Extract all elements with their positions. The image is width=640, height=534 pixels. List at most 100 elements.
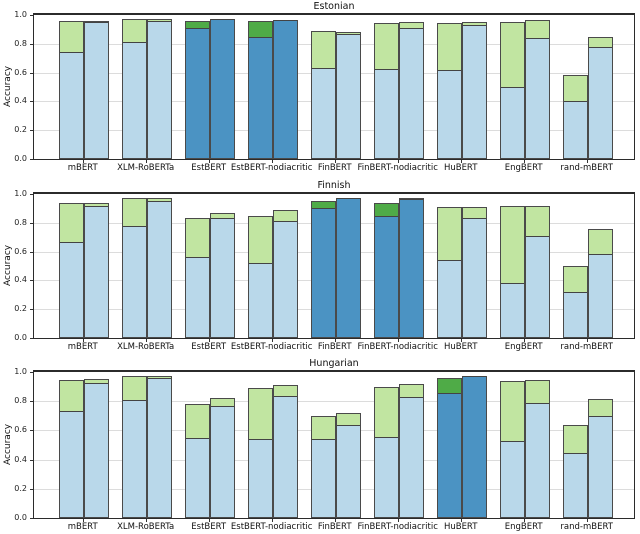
- bar-base-segment: [525, 236, 549, 337]
- stacked-bar: [335, 413, 361, 518]
- plot-area-estonian: [33, 13, 635, 160]
- bar-base-segment: [399, 199, 423, 337]
- bar-base-segment: [122, 226, 146, 337]
- y-tick-mark: [30, 280, 33, 282]
- y-tick-label: 1.0: [14, 367, 27, 376]
- bar-base-segment: [147, 21, 171, 158]
- stacked-bar-highlighted: [398, 198, 424, 338]
- stacked-bar-highlighted: [272, 20, 298, 159]
- stacked-bar: [209, 213, 235, 338]
- bar-base-segment: [500, 441, 524, 517]
- bar-base-segment: [147, 378, 171, 517]
- x-tick-mark: [334, 339, 336, 342]
- y-tick-mark: [30, 43, 33, 45]
- stacked-bar: [247, 216, 273, 338]
- bar-base-segment: [563, 101, 587, 158]
- stacked-bar: [398, 384, 424, 518]
- bar-base-segment: [210, 406, 234, 517]
- bar-base-segment: [500, 87, 524, 158]
- x-tick-mark: [523, 519, 525, 522]
- x-tick-label-estbert: EstBERT: [191, 522, 227, 532]
- y-tick-label: 0.2: [14, 483, 27, 493]
- x-tick-label-finbert-nodiacritic: FinBERT-nodiacritic: [357, 163, 438, 173]
- stacked-bar: [184, 404, 210, 518]
- y-tick-mark: [30, 372, 33, 373]
- bar-base-segment: [588, 416, 612, 517]
- bar-base-segment: [59, 411, 83, 517]
- stacked-bar: [524, 206, 550, 338]
- y-tick-label: 0.8: [14, 217, 27, 227]
- stacked-bar: [146, 376, 172, 518]
- stacked-bar: [335, 32, 361, 159]
- stacked-bar: [58, 21, 84, 159]
- y-tick-mark: [30, 101, 33, 103]
- y-axis-label-finnish: Accuracy: [3, 244, 13, 287]
- bar-base-segment: [374, 216, 398, 337]
- x-tick-mark: [460, 519, 462, 522]
- x-tick-mark: [208, 339, 210, 342]
- bar-base-segment: [525, 38, 549, 158]
- bar-base-segment: [248, 263, 272, 337]
- bar-base-segment: [84, 22, 108, 158]
- y-tick-label: 1.0: [14, 10, 27, 19]
- bar-base-segment: [311, 208, 335, 337]
- stacked-bar-highlighted: [335, 198, 361, 338]
- y-tick-label: 0.4: [14, 454, 27, 464]
- x-tick-label-estbert-nodiacritic: EstBERT-nodiacritic: [230, 522, 313, 532]
- y-tick-mark: [30, 130, 33, 132]
- y-tick-label: 0.6: [14, 246, 27, 256]
- bar-base-segment: [59, 52, 83, 158]
- stacked-bar: [587, 37, 613, 159]
- bar-base-segment: [500, 283, 524, 337]
- x-tick-label-mbert: mBERT: [67, 163, 98, 173]
- bar-base-segment: [185, 257, 209, 337]
- y-tick-label: 0.8: [14, 396, 27, 406]
- y-tick-mark: [30, 159, 33, 160]
- stacked-bar: [398, 22, 424, 159]
- stacked-bar: [184, 218, 210, 338]
- bar-base-segment: [122, 42, 146, 158]
- y-tick-label: 0.4: [14, 275, 27, 285]
- x-tick-mark: [145, 519, 147, 522]
- x-tick-label-hubert: HuBERT: [443, 342, 478, 352]
- bar-base-segment: [185, 28, 209, 158]
- stacked-bar: [58, 380, 84, 518]
- stacked-bar: [499, 22, 525, 159]
- stacked-bar: [209, 398, 235, 518]
- stacked-bar: [146, 198, 172, 338]
- x-tick-mark: [271, 519, 273, 522]
- bar-base-segment: [210, 19, 234, 158]
- y-tick-label: 0.8: [14, 38, 27, 48]
- bar-base-segment: [462, 376, 486, 517]
- stacked-bar: [373, 387, 399, 518]
- y-tick-mark: [30, 459, 33, 461]
- x-tick-label-hubert: HuBERT: [443, 163, 478, 173]
- x-tick-label-estbert: EstBERT: [191, 163, 227, 173]
- stacked-bar: [587, 229, 613, 338]
- y-tick-label: 0.2: [14, 125, 27, 135]
- y-tick-label: 0.6: [14, 425, 27, 435]
- stacked-bar: [524, 380, 550, 518]
- bar-base-segment: [462, 25, 486, 158]
- x-tick-mark: [586, 160, 588, 163]
- y-tick-mark: [30, 401, 33, 403]
- y-tick-label: 0.0: [14, 333, 27, 342]
- stacked-bar-highlighted: [247, 21, 273, 159]
- x-tick-mark: [523, 160, 525, 163]
- bar-base-segment: [437, 393, 461, 517]
- x-tick-mark: [271, 339, 273, 342]
- bar-base-segment: [84, 206, 108, 337]
- x-tick-label-engbert: EngBERT: [504, 342, 543, 352]
- y-tick-mark: [30, 72, 33, 74]
- y-tick-label: 0.6: [14, 67, 27, 77]
- y-tick-mark: [30, 222, 33, 224]
- y-tick-mark: [30, 430, 33, 432]
- y-tick-label: 0.0: [14, 154, 27, 163]
- bar-base-segment: [374, 69, 398, 158]
- x-tick-label-finbert: FinBERT: [317, 342, 352, 352]
- bar-base-segment: [563, 292, 587, 337]
- stacked-bar-highlighted: [461, 376, 487, 518]
- y-tick-label: 0.2: [14, 304, 27, 314]
- x-tick-mark: [334, 160, 336, 163]
